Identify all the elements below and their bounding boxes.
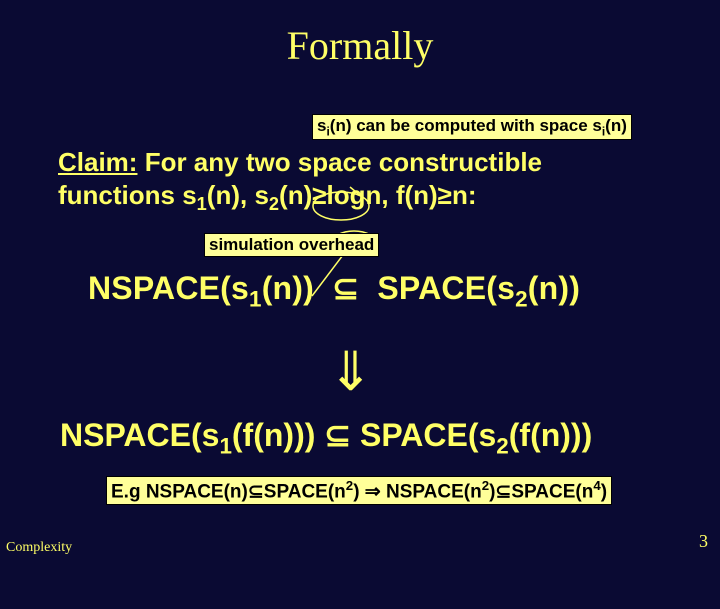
claim-line2: functions s1(n), s2(n)≥logn, f(n)≥n:	[58, 179, 542, 216]
formula-row2: NSPACE(s1(f(n))) ⊆ SPACE(s2(f(n)))	[60, 416, 592, 459]
footer-label: Complexity	[6, 540, 72, 556]
annotation-mid: simulation overhead	[204, 233, 379, 257]
claim-line1: Claim: For any two space constructible	[58, 146, 542, 179]
page-number: 3	[699, 531, 708, 552]
claim-text: Claim: For any two space constructible f…	[58, 146, 542, 215]
slide-title: Formally	[0, 22, 720, 69]
down-arrow-icon: ⇓	[328, 340, 373, 403]
annotation-bottom: E.g NSPACE(n)⊆SPACE(n2) ⇒ NSPACE(n2)⊆SPA…	[106, 476, 612, 505]
formula-row1: NSPACE(s1(n)) ⊆ SPACE(s2(n))	[88, 269, 580, 312]
annotation-top: si(n) can be computed with space si(n)	[312, 114, 632, 140]
